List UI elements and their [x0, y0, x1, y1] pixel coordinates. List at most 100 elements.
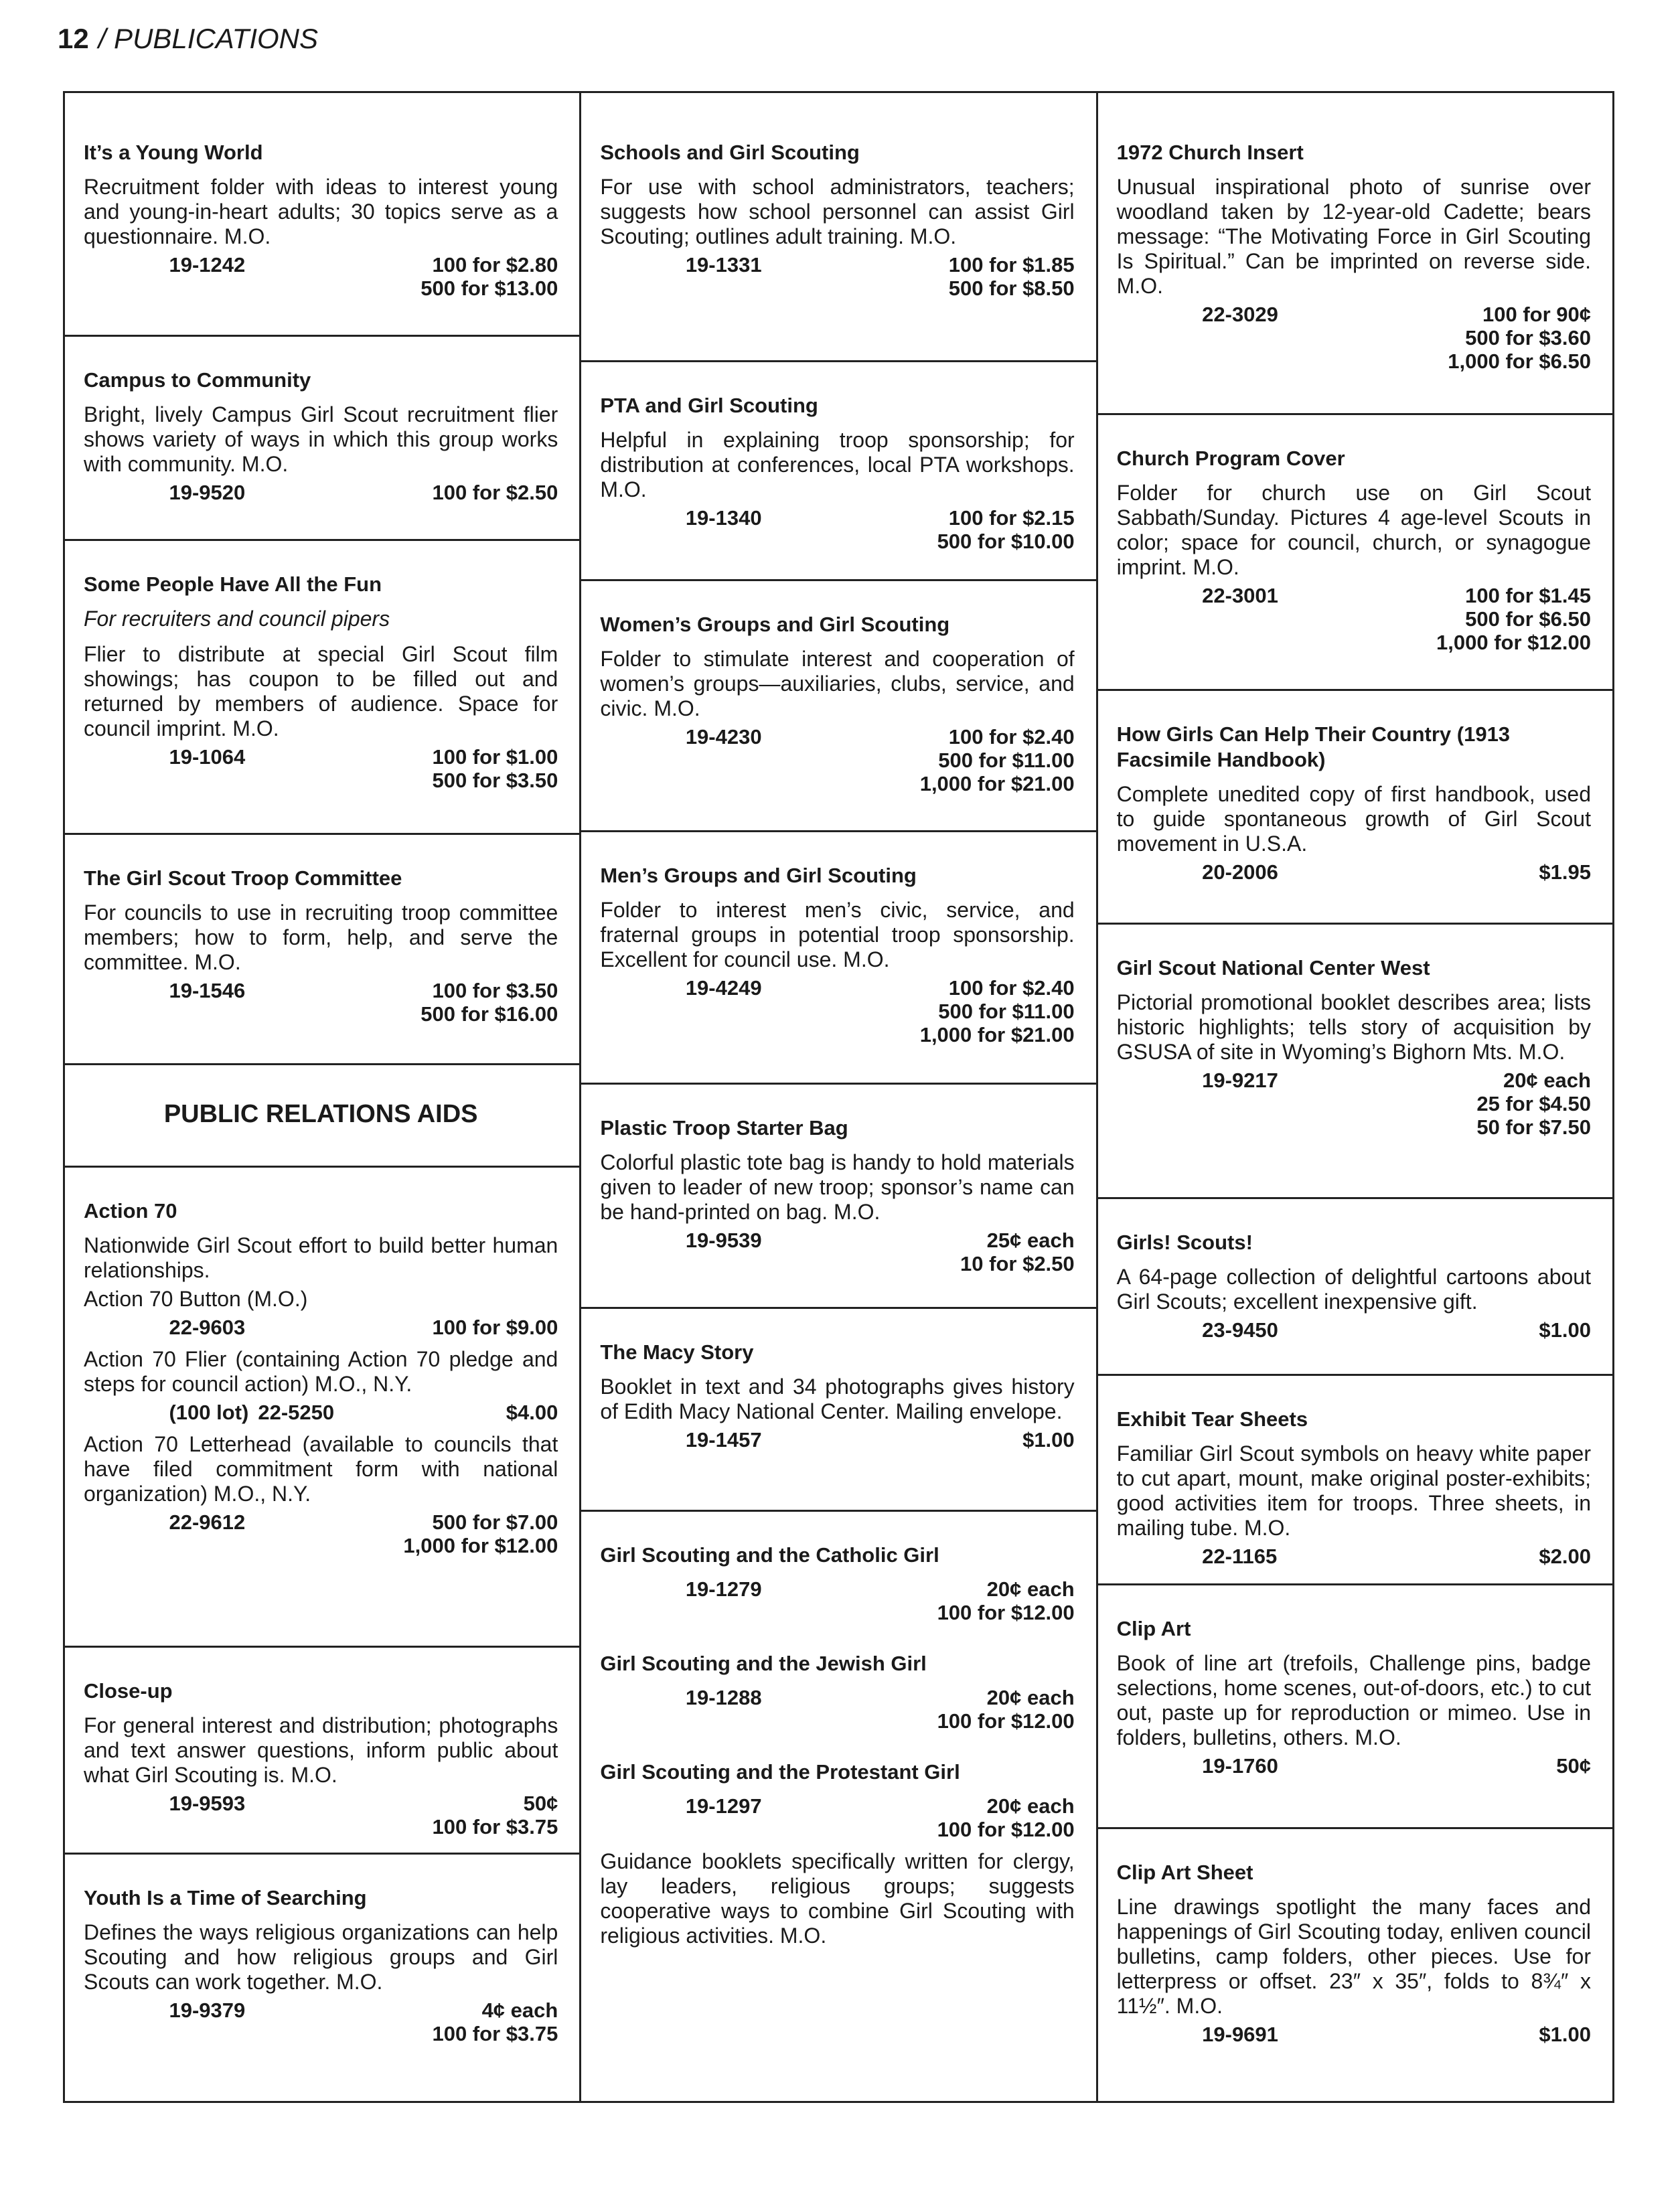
- price: 500 for $10.00: [937, 530, 1075, 553]
- order-code: 19-1340: [685, 506, 762, 530]
- price: 20¢ each: [986, 1685, 1075, 1709]
- price: $4.00: [506, 1401, 558, 1425]
- price-list: 100 for $3.50 500 for $16.00: [421, 979, 558, 1026]
- price: 20¢ each: [986, 1794, 1075, 1818]
- price: $1.00: [1539, 2022, 1591, 2046]
- entry-description: Guidance booklets specifically written f…: [600, 1849, 1075, 1948]
- catalog-entry: Some People Have All the Fun For recruite…: [65, 541, 580, 836]
- order-line: 22-9612 500 for $7.00 1,000 for $12.00: [84, 1510, 558, 1557]
- columns: It’s a Young World Recruitment folder wit…: [63, 91, 1614, 2103]
- price: 500 for $11.00: [938, 1000, 1075, 1024]
- entry-description: Pictorial promotional booklet describes …: [1116, 990, 1591, 1064]
- order-code: 19-1288: [685, 1685, 762, 1709]
- column: 1972 Church Insert Unusual inspirational …: [1097, 93, 1612, 2101]
- order-line: 19-9217 20¢ each 25 for $4.50 50 for $7.50: [1117, 1069, 1591, 1139]
- entry-title: Youth Is a Time of Searching: [84, 1885, 367, 1909]
- order-line: 19-4249 100 for $2.40 500 for $11.00 1,000 …: [600, 976, 1075, 1046]
- price: 100 for $12.00: [937, 1817, 1075, 1841]
- price-list: 100 for $2.50: [432, 481, 558, 504]
- entry-description: Folder to interest men’s civic, service,…: [600, 898, 1075, 972]
- catalog-entry: Clip Art Book of line art (trefoils, Chal…: [1097, 1585, 1612, 1829]
- order-line: 19-9691 $1.00: [1117, 2023, 1591, 2046]
- order-line: 19-1340 100 for $2.15 500 for $10.00: [600, 506, 1075, 553]
- price: $2.00: [1539, 1545, 1591, 1569]
- order-line: 20-2006 $1.95: [1117, 860, 1591, 884]
- order-line: 19-1457 $1.00: [600, 1428, 1075, 1452]
- entry-title: Women’s Groups and Girl Scouting: [600, 613, 950, 637]
- catalog-entry: Girl Scouting and the Catholic Girl 19-12…: [581, 1512, 1095, 2101]
- price-list: 100 for $1.45 500 for $6.50 1,000 for $12.…: [1436, 584, 1591, 654]
- entry-description: Recruitment folder with ideas to interes…: [84, 175, 558, 248]
- catalog-entry: Youth Is a Time of Searching Defines the …: [65, 1855, 579, 2101]
- catalog-entry: The Macy Story Booklet in text and 34 pho…: [581, 1309, 1096, 1512]
- entry-description: Familiar Girl Scout symbols on heavy whi…: [1116, 1441, 1591, 1541]
- entry-description: Book of line art (trefoils, Challenge pi…: [1116, 1650, 1591, 1749]
- price: 20¢ each: [986, 1577, 1075, 1601]
- order-code: 22-5250: [258, 1401, 335, 1425]
- order-line: 19-1297 20¢ each 100 for $12.00: [600, 1794, 1075, 1841]
- order-line: 22-3029 100 for 90¢ 500 for $3.60 1,000 for…: [1117, 303, 1591, 373]
- catalog-entry: Action 70 Nationwide Girl Scout effort to…: [65, 1168, 580, 1648]
- order-code: 19-1279: [685, 1577, 762, 1601]
- price-list: $1.00: [1022, 1428, 1075, 1452]
- price-list: 100 for $1.85 500 for $8.50: [949, 253, 1075, 300]
- price-list: 20¢ each 100 for $12.00: [937, 1794, 1075, 1841]
- catalog-entry: Men’s Groups and Girl Scouting Folder to …: [581, 832, 1096, 1085]
- entry-title: Schools and Girl Scouting: [600, 141, 860, 164]
- order-code: 19-4230: [685, 725, 762, 749]
- order-line: 19-1064 100 for $1.00 500 for $3.50: [84, 745, 558, 792]
- order-code: 22-9612: [169, 1510, 246, 1535]
- order-line: (100 lot) 22-5250 $4.00: [84, 1401, 558, 1424]
- section-name: / PUBLICATIONS: [98, 23, 319, 54]
- price: 25¢ each: [986, 1229, 1075, 1253]
- entry-description: For use with school administrators, teac…: [600, 175, 1075, 248]
- price-list: 50¢: [1556, 1754, 1591, 1778]
- order-line: 19-1760 50¢: [1117, 1754, 1591, 1778]
- price-list: $2.00: [1539, 1545, 1591, 1568]
- entry-title: Clip Art: [1116, 1616, 1191, 1640]
- order-line: 22-1165 $2.00: [1117, 1545, 1591, 1568]
- price: 500 for $6.50: [1465, 607, 1591, 631]
- order-code: 19-9691: [1202, 2022, 1278, 2046]
- catalog-entry: Exhibit Tear Sheets Familiar Girl Scout s…: [1097, 1376, 1612, 1585]
- price-list: 100 for $2.40 500 for $11.00 1,000 for $21…: [920, 725, 1075, 795]
- price: 100 for $2.50: [432, 481, 558, 505]
- price-list: 20¢ each 100 for $12.00: [937, 1686, 1075, 1733]
- entry-description: For councils to use in recruiting troop …: [84, 901, 558, 975]
- price: 100 for $1.85: [948, 253, 1075, 277]
- order-code: 19-9217: [1202, 1068, 1278, 1092]
- entry-title: Girl Scout National Center West: [1116, 955, 1430, 980]
- price-list: $1.95: [1539, 860, 1591, 884]
- entry-description: Action 70 Letterhead (available to counc…: [84, 1432, 558, 1506]
- entry-title: Close-up: [84, 1679, 173, 1703]
- order-line: 19-4230 100 for $2.40 500 for $11.00 1,000 …: [600, 725, 1075, 795]
- price: 100 for $12.00: [937, 1600, 1075, 1624]
- entry-title: Action 70: [84, 1199, 177, 1223]
- price: 500 for $13.00: [421, 277, 558, 300]
- price: 500 for $11.00: [938, 749, 1075, 773]
- catalog-entry: PUBLIC RELATIONS AIDS: [65, 1065, 580, 1168]
- entry-title: Clip Art Sheet: [1116, 1860, 1253, 1884]
- order-code: 19-1297: [685, 1794, 762, 1818]
- price: 1,000 for $12.00: [403, 1534, 558, 1558]
- order-line: 22-3001 100 for $1.45 500 for $6.50 1,000 f…: [1117, 584, 1591, 654]
- order-code: 19-1546: [169, 979, 246, 1003]
- order-line: 19-1242 100 for $2.80 500 for $13.00: [84, 253, 558, 300]
- order-code: 19-1331: [685, 253, 762, 277]
- entry-description: Nationwide Girl Scout effort to build be…: [84, 1233, 558, 1283]
- catalog-entry: Plastic Troop Starter Bag Colorful plasti…: [581, 1085, 1096, 1310]
- price: $1.00: [1022, 1428, 1075, 1452]
- catalog-entry: Clip Art Sheet Line drawings spotlight th…: [1098, 1829, 1612, 2101]
- price: 500 for $3.50: [432, 768, 558, 792]
- entry-description: Helpful in explaining troop sponsorship;…: [600, 428, 1075, 501]
- catalog-entry: Schools and Girl Scouting For use with sc…: [581, 93, 1096, 362]
- entry-title: Men’s Groups and Girl Scouting: [600, 864, 917, 888]
- price-list: 50¢ 100 for $3.75: [432, 1792, 558, 1838]
- entry-title: Exhibit Tear Sheets: [1116, 1407, 1308, 1431]
- price: 100 for $12.00: [937, 1709, 1075, 1733]
- order-code: 23-9450: [1202, 1318, 1278, 1342]
- entry-title: The Macy Story: [600, 1340, 754, 1364]
- column: Schools and Girl Scouting For use with sc…: [581, 93, 1098, 2101]
- price-list: $1.00: [1539, 1318, 1591, 1342]
